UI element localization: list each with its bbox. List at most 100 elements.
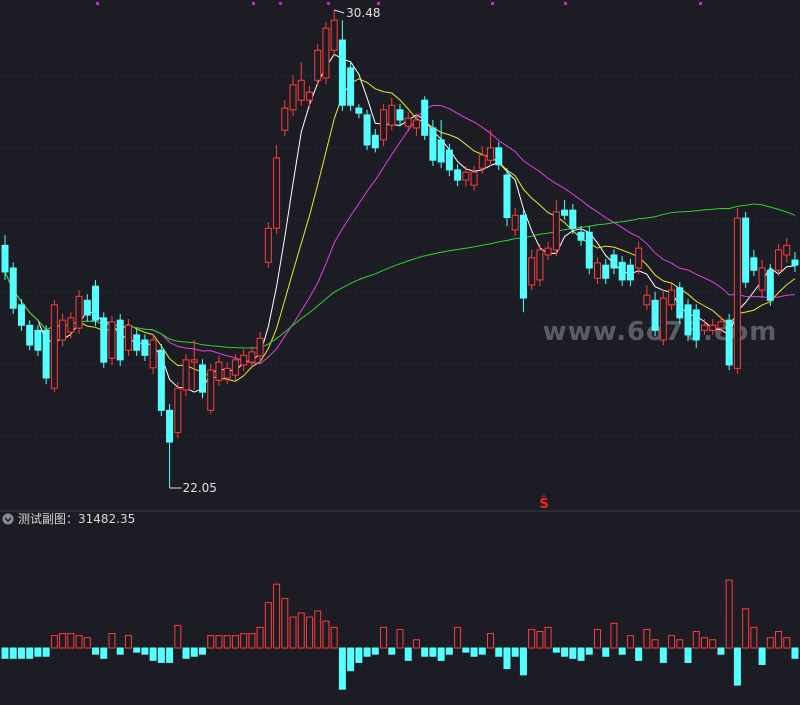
candle-body [314,49,322,81]
sub-bar [585,647,593,655]
marker [279,2,282,5]
sub-bar [396,628,404,649]
sub-bar [791,647,799,659]
candle-body [742,217,750,283]
sub-bar [750,626,758,649]
sub-bar [421,647,429,657]
candle-body [478,154,486,169]
candle-body [643,294,651,306]
sub-bar [610,622,618,649]
candle-body [487,147,495,161]
candle-body [626,264,634,281]
candle-body [462,171,470,181]
sub-bar [116,647,124,655]
candle-body [174,387,182,433]
candle-body [519,214,527,299]
sub-bar [264,602,272,649]
ma-line [4,78,796,382]
sub-bar [775,631,783,649]
sub-bar [659,647,667,663]
candle-body [511,214,519,231]
sub-bar [528,628,536,649]
sub-bar [289,616,297,649]
sub-bar [503,647,511,670]
candle-body [305,91,313,101]
candle-body [733,217,741,369]
candle-body [149,339,157,369]
sub-bar [495,647,503,657]
candle-body [59,319,67,341]
sub-bar [725,579,733,649]
candle-body [618,261,626,281]
candle-body [445,149,453,171]
chevron [4,517,12,523]
candle-body [552,211,560,251]
candle-body [528,257,536,286]
sub-bar [124,635,132,649]
sub-bar [9,647,17,659]
candle-body [124,324,132,351]
candle-body [659,297,667,341]
sub-chart-header[interactable]: 测试副图：31482.35 [2,511,136,526]
candle-body [709,324,717,331]
sub-bar [437,647,445,661]
sub-bar [577,647,585,661]
candle-body [388,104,396,126]
candle-body [544,247,552,256]
sub-bar [445,647,453,655]
sub-bar [544,626,552,649]
sub-bar [50,635,58,649]
candle-body [240,354,248,366]
candle-body [157,349,165,411]
marker [377,2,380,5]
candle-body [108,321,116,359]
candle-body [100,317,108,363]
signal-marker: Ŝ [539,496,548,512]
collapse-icon[interactable] [2,513,14,525]
sub-bar [305,616,313,649]
sub-bar [248,633,256,649]
candle-body [766,269,774,301]
candle-body [791,259,799,266]
candle-body [602,264,610,279]
sub-bar [108,633,116,649]
sub-bar [470,647,478,657]
sub-bar [618,647,626,655]
sub-bar [42,647,50,657]
candle-body [692,309,700,341]
sub-bar [388,647,396,655]
candle-body [190,359,198,363]
candle-body [651,299,659,331]
sub-bar [569,647,577,659]
candle-body [421,99,429,136]
sub-bar [478,647,486,655]
sub-bar [297,612,305,649]
candle-body [256,337,264,357]
sub-bar [330,626,338,649]
sub-bar [766,637,774,649]
candle-body [380,109,388,141]
candle-body [371,134,379,149]
sub-bar [758,647,766,665]
candle-body [454,169,462,181]
candle-body [264,227,272,263]
candle-body [83,299,91,316]
candle-body [9,267,17,309]
sub-bar [166,647,174,663]
sub-bar [635,647,643,661]
main-chart: 30.48 22.05 [1,6,799,495]
candle-body [199,364,206,393]
sub-bar [149,647,157,661]
candle-body [404,117,412,127]
sub-bar [17,647,25,659]
sub-bar [223,635,231,649]
sub-bar [322,620,330,649]
sub-bar [67,633,75,649]
candle-body [676,287,684,319]
marker [252,2,255,5]
candle-body [182,359,190,391]
candle-body [42,329,50,379]
sub-bar [26,647,34,659]
sub-bar [412,639,420,649]
sub-bar [651,639,659,649]
